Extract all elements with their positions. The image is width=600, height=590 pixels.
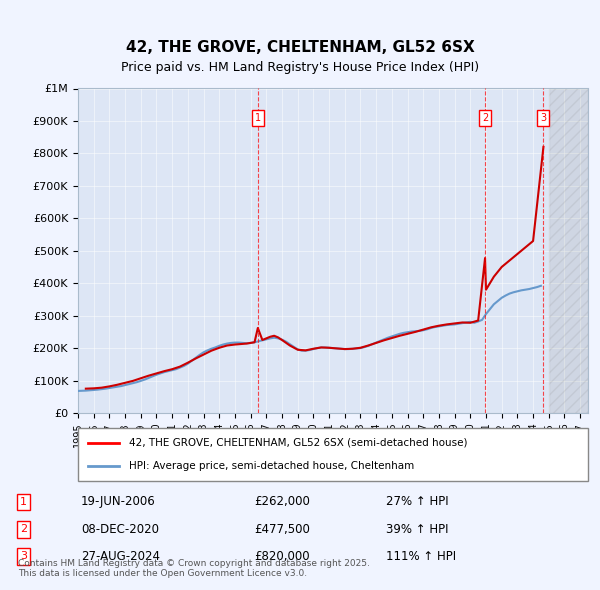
Text: 08-DEC-2020: 08-DEC-2020	[81, 523, 159, 536]
Text: 2: 2	[482, 113, 488, 123]
Text: £820,000: £820,000	[254, 550, 310, 563]
Text: 42, THE GROVE, CHELTENHAM, GL52 6SX (semi-detached house): 42, THE GROVE, CHELTENHAM, GL52 6SX (sem…	[129, 438, 467, 448]
Text: 1: 1	[255, 113, 261, 123]
Text: Contains HM Land Registry data © Crown copyright and database right 2025.
This d: Contains HM Land Registry data © Crown c…	[18, 559, 370, 578]
Text: 27-AUG-2024: 27-AUG-2024	[81, 550, 160, 563]
Text: 19-JUN-2006: 19-JUN-2006	[81, 496, 156, 509]
Text: 111% ↑ HPI: 111% ↑ HPI	[386, 550, 457, 563]
Text: 39% ↑ HPI: 39% ↑ HPI	[386, 523, 449, 536]
Text: 3: 3	[20, 552, 27, 562]
Text: 2: 2	[20, 525, 27, 534]
Text: £477,500: £477,500	[254, 523, 310, 536]
Text: Price paid vs. HM Land Registry's House Price Index (HPI): Price paid vs. HM Land Registry's House …	[121, 61, 479, 74]
Text: 1: 1	[20, 497, 27, 507]
Text: 27% ↑ HPI: 27% ↑ HPI	[386, 496, 449, 509]
Text: £262,000: £262,000	[254, 496, 310, 509]
Text: 3: 3	[541, 113, 547, 123]
Text: HPI: Average price, semi-detached house, Cheltenham: HPI: Average price, semi-detached house,…	[129, 461, 414, 471]
Bar	[549, 88, 588, 413]
Text: 42, THE GROVE, CHELTENHAM, GL52 6SX: 42, THE GROVE, CHELTENHAM, GL52 6SX	[125, 40, 475, 55]
FancyBboxPatch shape	[78, 428, 588, 481]
